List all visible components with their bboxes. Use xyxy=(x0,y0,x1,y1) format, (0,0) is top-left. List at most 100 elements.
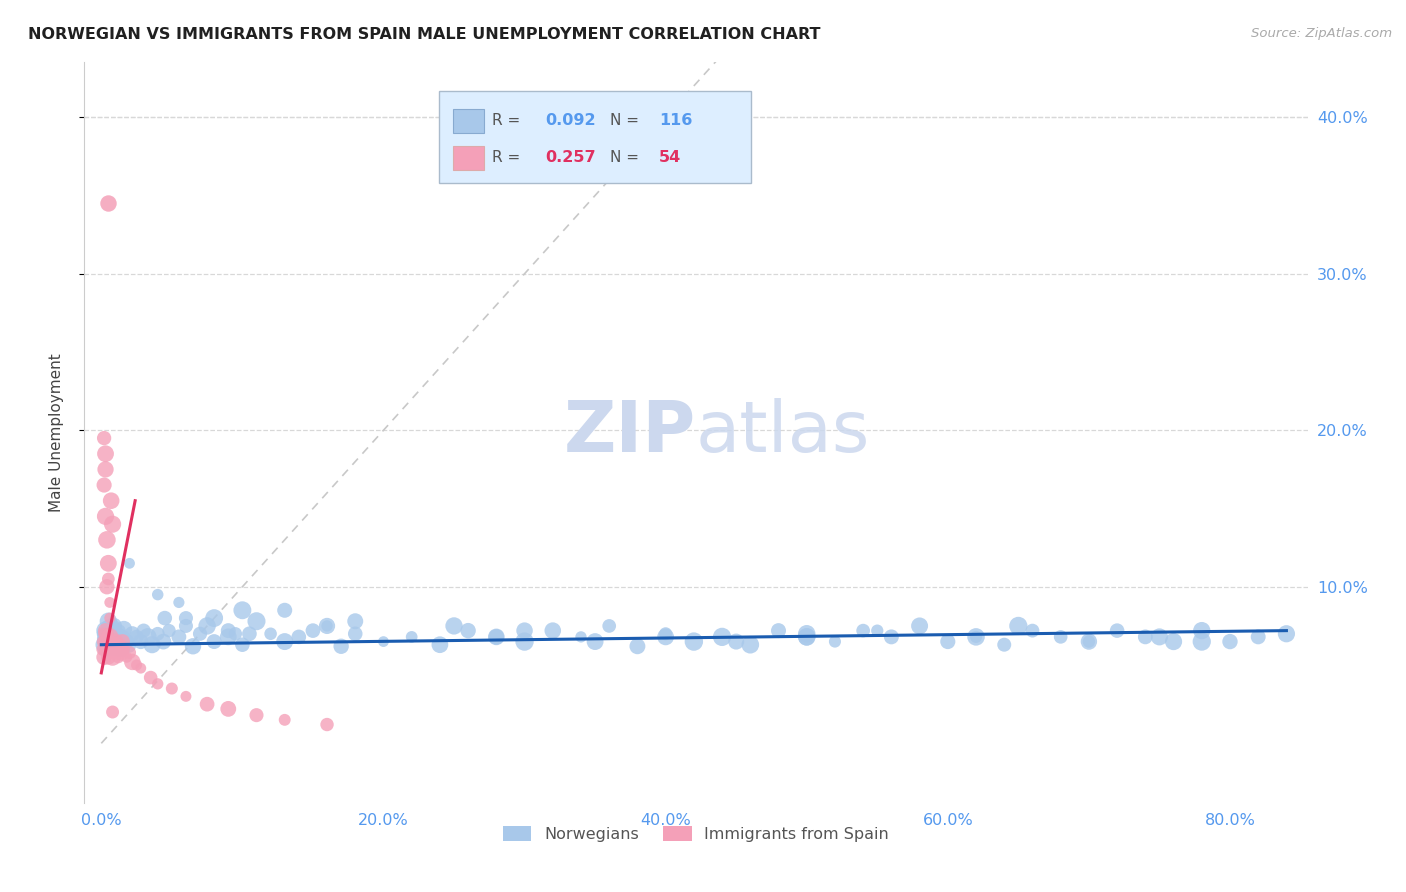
Point xyxy=(1219,634,1241,648)
Point xyxy=(121,626,143,640)
Point xyxy=(91,634,114,648)
Point xyxy=(1149,630,1171,644)
Point xyxy=(97,557,120,571)
Text: NORWEGIAN VS IMMIGRANTS FROM SPAIN MALE UNEMPLOYMENT CORRELATION CHART: NORWEGIAN VS IMMIGRANTS FROM SPAIN MALE … xyxy=(28,27,821,42)
Point xyxy=(1077,634,1099,648)
Point xyxy=(485,630,508,644)
Point xyxy=(91,632,114,646)
Point xyxy=(231,638,253,652)
Point xyxy=(101,642,124,657)
Point xyxy=(98,624,121,638)
Point xyxy=(98,595,121,609)
Point xyxy=(104,626,127,640)
Point xyxy=(174,690,197,704)
Text: atlas: atlas xyxy=(696,398,870,467)
Point xyxy=(725,634,748,648)
Point xyxy=(238,626,260,640)
Point xyxy=(1107,624,1129,638)
Text: N =: N = xyxy=(610,151,644,165)
Legend: Norwegians, Immigrants from Spain: Norwegians, Immigrants from Spain xyxy=(496,819,896,848)
Point xyxy=(202,634,225,648)
Point xyxy=(443,619,465,633)
Point xyxy=(1135,630,1157,644)
Y-axis label: Male Unemployment: Male Unemployment xyxy=(49,353,63,512)
Point xyxy=(104,634,127,648)
Point xyxy=(101,624,124,638)
Point xyxy=(316,619,339,633)
Point xyxy=(101,705,124,719)
Point xyxy=(97,626,120,640)
Point xyxy=(654,626,676,640)
Point xyxy=(103,619,125,633)
Point xyxy=(104,646,127,660)
Point xyxy=(217,624,239,638)
Point xyxy=(195,619,218,633)
Point xyxy=(513,634,536,648)
Point xyxy=(965,630,987,644)
Point xyxy=(908,619,931,633)
Point xyxy=(108,640,131,654)
Point xyxy=(1247,630,1270,644)
Point xyxy=(146,626,169,640)
Point xyxy=(541,624,564,638)
Point xyxy=(129,661,152,675)
Point xyxy=(98,630,121,644)
Point xyxy=(94,462,117,476)
Point xyxy=(112,642,135,657)
Point xyxy=(101,634,124,648)
Point xyxy=(740,638,762,652)
Text: 0.092: 0.092 xyxy=(546,113,596,128)
Point xyxy=(316,717,339,731)
Point xyxy=(101,650,124,665)
Point xyxy=(93,626,115,640)
Point xyxy=(91,642,114,657)
Point xyxy=(429,638,451,652)
Point xyxy=(93,638,115,652)
Point xyxy=(288,630,311,644)
Point xyxy=(121,655,143,669)
Point xyxy=(330,640,353,654)
Point xyxy=(569,630,592,644)
Point xyxy=(108,624,131,638)
Point xyxy=(768,624,790,638)
Point xyxy=(100,493,122,508)
Point xyxy=(96,630,118,644)
Point xyxy=(273,634,295,648)
FancyBboxPatch shape xyxy=(453,109,484,133)
Point xyxy=(97,614,120,628)
Text: 0.257: 0.257 xyxy=(546,151,596,165)
Point xyxy=(146,677,169,691)
Point xyxy=(98,640,121,654)
Point xyxy=(107,630,129,644)
Point xyxy=(160,681,183,696)
Point xyxy=(94,447,117,461)
Point xyxy=(112,622,135,636)
Point xyxy=(111,632,134,646)
Point xyxy=(259,626,281,640)
Point xyxy=(94,642,117,657)
Text: 116: 116 xyxy=(659,113,693,128)
Point xyxy=(100,632,122,646)
FancyBboxPatch shape xyxy=(439,91,751,183)
Point xyxy=(96,646,118,660)
Point xyxy=(1191,624,1213,638)
Point xyxy=(1077,634,1099,648)
Point xyxy=(94,509,117,524)
Point xyxy=(105,642,128,657)
Point xyxy=(1275,626,1298,640)
Point xyxy=(96,634,118,648)
Point xyxy=(583,634,606,648)
Point xyxy=(711,630,734,644)
Point xyxy=(217,702,239,716)
Point xyxy=(93,431,115,445)
Point xyxy=(97,642,120,657)
Point xyxy=(115,634,138,648)
Point xyxy=(273,603,295,617)
Point xyxy=(195,697,218,711)
Point xyxy=(188,626,211,640)
Point xyxy=(682,634,704,648)
Point xyxy=(167,595,190,609)
Point xyxy=(344,614,367,628)
Point xyxy=(174,611,197,625)
Text: 54: 54 xyxy=(659,151,682,165)
